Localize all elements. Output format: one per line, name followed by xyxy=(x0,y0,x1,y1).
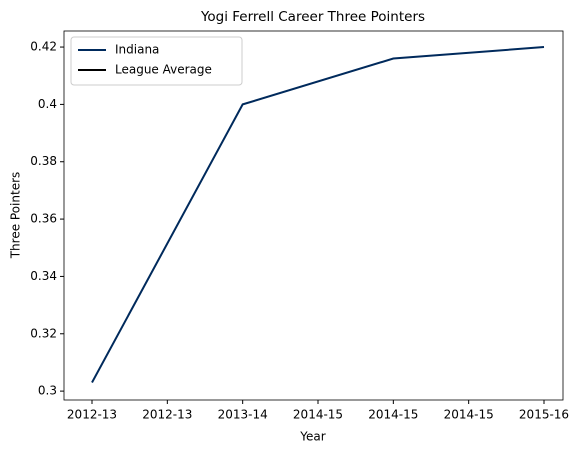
y-tick-label: 0.4 xyxy=(38,97,57,111)
legend-label: League Average xyxy=(115,63,212,77)
x-axis-label: Year xyxy=(299,430,325,444)
y-tick-label: 0.38 xyxy=(30,154,57,168)
x-tick-label: 2014-15 xyxy=(444,408,494,422)
y-tick-label: 0.32 xyxy=(30,326,57,340)
x-tick-label: 2012-13 xyxy=(142,408,192,422)
y-tick-label: 0.42 xyxy=(30,40,57,54)
x-tick-label: 2013-14 xyxy=(218,408,268,422)
y-tick-label: 0.3 xyxy=(38,384,57,398)
legend: Indiana League Average xyxy=(70,36,243,86)
x-tick-label: 2014-15 xyxy=(368,408,418,422)
y-tick-label: 0.34 xyxy=(30,269,57,283)
legend-box xyxy=(70,36,243,86)
y-axis-label: Three Pointers xyxy=(9,172,23,260)
legend-label: Indiana xyxy=(115,43,159,57)
x-tick-label: 2014-15 xyxy=(293,408,343,422)
line xyxy=(91,46,545,383)
y-tick-label: 0.36 xyxy=(30,212,57,226)
chart-title: Yogi Ferrell Career Three Pointers xyxy=(200,9,425,25)
x-tick-label: 2012-13 xyxy=(67,408,117,422)
plot-frame xyxy=(63,30,564,401)
x-tick-label: 2015-16 xyxy=(519,408,569,422)
